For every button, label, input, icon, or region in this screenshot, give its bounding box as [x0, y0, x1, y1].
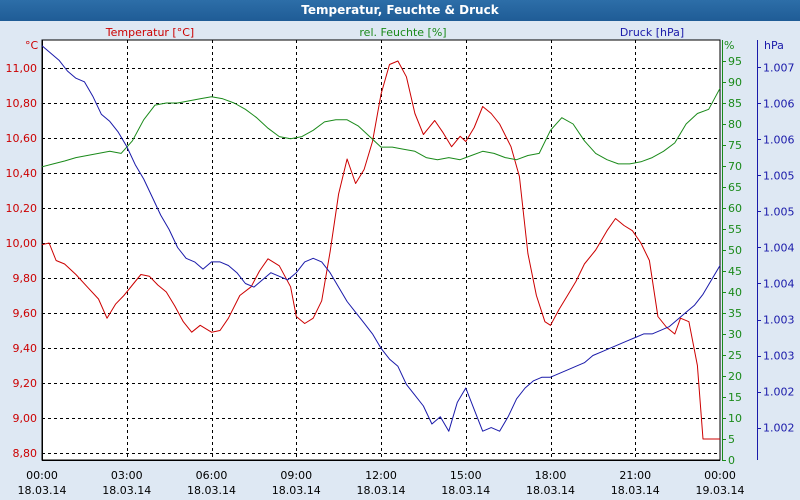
humidity-tick-label: 45: [728, 265, 742, 278]
humidity-tick-label: 25: [728, 349, 742, 362]
pressure-tick-label: 1.005: [763, 205, 795, 218]
temp-tick-label: 10,00: [6, 237, 38, 250]
pressure-tick-label: 1.006: [763, 97, 795, 110]
humidity-tick-label: 65: [728, 181, 742, 194]
legend-label: Temperatur [°C]: [105, 26, 194, 39]
humidity-tick-label: 10: [728, 412, 742, 425]
series-line-humidity: [41, 88, 721, 168]
pressure-tick-label: 1.006: [763, 133, 795, 146]
x-tick-time: 18:00: [535, 469, 567, 482]
humidity-tick-label: 55: [728, 223, 742, 236]
x-tick-time: 06:00: [196, 469, 228, 482]
pressure-tick-label: 1.002: [763, 422, 795, 435]
humidity-unit-label: %: [724, 39, 734, 52]
humidity-tick-label: 30: [728, 328, 742, 341]
x-tick-date: 18.03.14: [526, 484, 575, 497]
pressure-tick-label: 1.004: [763, 241, 795, 254]
temp-tick-label: 11,00: [6, 62, 38, 75]
pressure-unit-label: hPa: [764, 39, 784, 52]
temp-tick-label: 10,60: [6, 132, 38, 145]
temp-tick-label: 10,20: [6, 202, 38, 215]
humidity-tick-label: 35: [728, 307, 742, 320]
humidity-tick-label: 60: [728, 202, 742, 215]
humidity-tick-label: 0: [728, 454, 735, 467]
x-tick-time: 12:00: [365, 469, 397, 482]
humidity-tick-label: 75: [728, 139, 742, 152]
x-tick-date: 18.03.14: [357, 484, 406, 497]
temp-tick-label: 9,60: [13, 307, 38, 320]
temp-tick-label: 9,80: [13, 272, 38, 285]
temp-unit-label: °C: [25, 39, 39, 52]
pressure-tick-label: 1.007: [763, 61, 795, 74]
legend-label: Druck [hPa]: [620, 26, 684, 39]
temp-tick-label: 9,40: [13, 342, 38, 355]
humidity-tick-label: 80: [728, 118, 742, 131]
x-tick-time: 09:00: [280, 469, 312, 482]
pressure-tick-label: 1.003: [763, 314, 795, 327]
pressure-tick-label: 1.003: [763, 350, 795, 363]
x-tick-time: 15:00: [450, 469, 482, 482]
humidity-tick-label: 15: [728, 391, 742, 404]
temp-tick-label: 9,00: [13, 412, 38, 425]
pressure-tick-label: 1.005: [763, 169, 795, 182]
temp-tick-label: 9,20: [13, 377, 38, 390]
x-tick-date: 18.03.14: [441, 484, 490, 497]
x-tick-date: 18.03.14: [611, 484, 660, 497]
humidity-tick-label: 5: [728, 433, 735, 446]
x-tick-time: 00:00: [26, 469, 58, 482]
x-tick-time: 03:00: [111, 469, 143, 482]
humidity-tick-label: 95: [728, 55, 742, 68]
humidity-tick-label: 50: [728, 244, 742, 257]
series-line-temperature: [41, 60, 720, 440]
legend-label: rel. Feuchte [%]: [359, 26, 446, 39]
series-line-pressure: [41, 45, 721, 432]
humidity-tick-label: 85: [728, 97, 742, 110]
temp-tick-label: 10,80: [6, 97, 38, 110]
temp-tick-label: 8,80: [13, 447, 38, 460]
x-tick-date: 19.03.14: [696, 484, 745, 497]
window-title: Temperatur, Feuchte & Druck: [0, 0, 800, 21]
x-tick-time: 21:00: [619, 469, 651, 482]
temp-tick-label: 10,40: [6, 167, 38, 180]
x-tick-date: 18.03.14: [18, 484, 67, 497]
pressure-tick-label: 1.002: [763, 386, 795, 399]
humidity-tick-label: 70: [728, 160, 742, 173]
humidity-tick-label: 40: [728, 286, 742, 299]
x-tick-date: 18.03.14: [272, 484, 321, 497]
x-tick-time: 00:00: [704, 469, 736, 482]
pressure-tick-label: 1.004: [763, 277, 795, 290]
x-tick-date: 18.03.14: [187, 484, 236, 497]
x-tick-date: 18.03.14: [102, 484, 151, 497]
humidity-tick-label: 20: [728, 370, 742, 383]
humidity-tick-label: 90: [728, 76, 742, 89]
